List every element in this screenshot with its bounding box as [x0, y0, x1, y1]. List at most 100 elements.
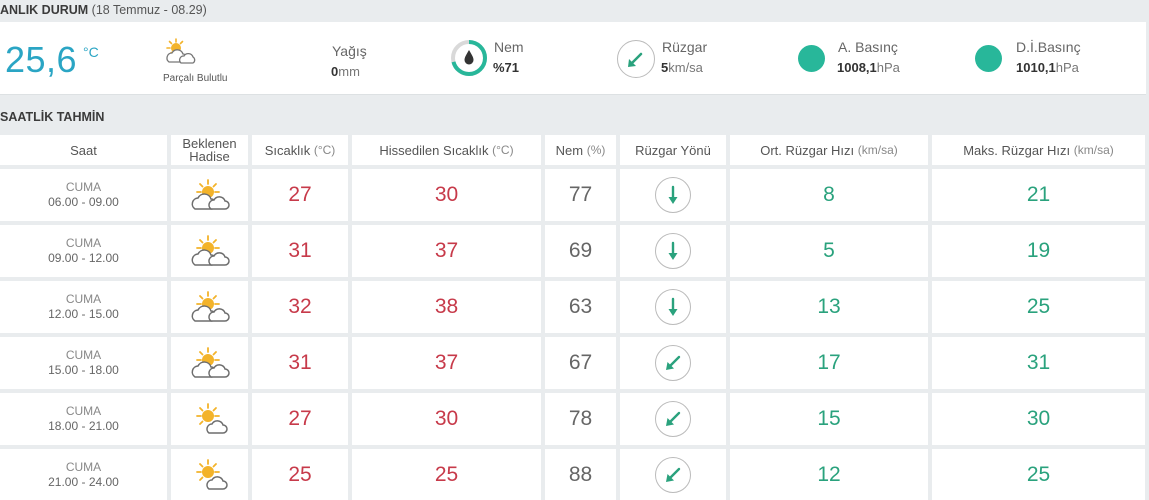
time-cell: CUMA 09.00 - 12.00	[0, 225, 167, 277]
feels-cell: 30	[352, 169, 541, 221]
wind-avg-cell: 15	[730, 393, 928, 445]
header-wind-avg: Ort. Rüzgar Hızı (km/sa)	[730, 135, 928, 165]
precipitation-unit: mm	[338, 64, 360, 79]
partly-cloudy-icon	[191, 179, 230, 210]
time-cell: CUMA 18.00 - 21.00	[0, 393, 167, 445]
row-feels-like: 37	[434, 239, 459, 262]
row-humidity: 88	[568, 463, 593, 486]
event-cell	[171, 393, 248, 445]
row-day: CUMA	[65, 348, 102, 362]
row-temperature: 25	[288, 463, 312, 486]
humidity-label: Nem	[494, 39, 524, 55]
humidity-cell: 77	[545, 169, 616, 221]
current-temperature: 25,6	[5, 39, 78, 80]
feels-cell: 38	[352, 281, 541, 333]
pressure-value: 1008,1hPa	[837, 60, 900, 75]
row-feels-like: 30	[434, 183, 459, 206]
event-cell	[171, 225, 248, 277]
feels-cell: 30	[352, 393, 541, 445]
header-wind-direction: Rüzgar Yönü	[620, 135, 726, 165]
pressure-unit: hPa	[876, 60, 900, 75]
wind-direction-cell	[620, 281, 726, 333]
temp-cell: 32	[252, 281, 348, 333]
row-temperature: 32	[288, 295, 312, 318]
wind-label: Rüzgar	[662, 39, 708, 55]
header-temp-label: Sıcaklık	[264, 142, 311, 158]
wind-max-cell: 19	[932, 225, 1145, 277]
row-wind-avg: 5	[823, 239, 835, 262]
wind-max-cell: 21	[932, 169, 1145, 221]
time-cell: CUMA 12.00 - 15.00	[0, 281, 167, 333]
humidity-ring-icon	[451, 40, 487, 76]
header-feels: Hissedilen Sıcaklık (°C)	[352, 135, 541, 165]
header-humidity-unit: (%)	[586, 142, 606, 157]
wind-avg-cell: 12	[730, 449, 928, 500]
arrow-down-left-icon	[655, 345, 691, 381]
row-temperature: 31	[288, 351, 312, 374]
header-humidity-label: Nem	[555, 142, 584, 158]
header-wind-max-unit: (km/sa)	[1073, 142, 1114, 157]
header-event-line2: Hadise	[189, 149, 230, 164]
row-time-range: 06.00 - 09.00	[48, 195, 119, 209]
wind-max-cell: 31	[932, 337, 1145, 389]
row-wind-max: 31	[1026, 351, 1051, 374]
humidity-cell: 88	[545, 449, 616, 500]
row-day: CUMA	[65, 180, 102, 194]
header-wind-max-label: Maks. Rüzgar Hızı	[963, 142, 1071, 158]
row-feels-like: 25	[434, 463, 459, 486]
sea-pressure-indicator-icon	[975, 45, 1002, 72]
wind-avg-cell: 13	[730, 281, 928, 333]
header-wind-avg-label: Ort. Rüzgar Hızı	[760, 142, 855, 158]
header-wind-direction-label: Rüzgar Yönü	[635, 142, 711, 158]
arrow-down-icon	[655, 177, 691, 213]
current-condition-text: Parçalı Bulutlu	[163, 73, 228, 84]
feels-cell: 37	[352, 337, 541, 389]
row-time-range: 12.00 - 15.00	[48, 307, 119, 321]
header-time: Saat	[0, 135, 167, 165]
pressure-indicator-icon	[798, 45, 825, 72]
time-cell: CUMA 15.00 - 18.00	[0, 337, 167, 389]
event-cell	[171, 169, 248, 221]
row-day: CUMA	[65, 404, 102, 418]
header-temp: Sıcaklık (°C)	[252, 135, 348, 165]
sea-pressure-value: 1010,1hPa	[1016, 60, 1079, 75]
wind-max-cell: 30	[932, 393, 1145, 445]
row-time-range: 09.00 - 12.00	[48, 251, 119, 265]
sea-pressure-unit: hPa	[1055, 60, 1079, 75]
header-wind-max: Maks. Rüzgar Hızı (km/sa)	[932, 135, 1145, 165]
time-cell: CUMA 06.00 - 09.00	[0, 169, 167, 221]
current-title-label: ANLIK DURUM	[0, 3, 89, 17]
header-event-line1: Beklenen	[182, 136, 237, 151]
humidity-amount: %71	[493, 60, 520, 75]
time-cell: CUMA 21.00 - 24.00	[0, 449, 167, 500]
wind-direction-cell	[620, 449, 726, 500]
humidity-cell: 69	[545, 225, 616, 277]
humidity-cell: 63	[545, 281, 616, 333]
precipitation-value: 0mm	[331, 64, 360, 79]
wind-avg-cell: 5	[730, 225, 928, 277]
header-time-label: Saat	[70, 142, 97, 158]
row-day: CUMA	[65, 292, 102, 306]
temp-cell: 25	[252, 449, 348, 500]
pressure-amount: 1008,1	[837, 60, 877, 75]
current-temperature-unit: °C	[83, 44, 99, 60]
row-wind-max: 21	[1026, 183, 1051, 206]
arrow-down-icon	[655, 289, 691, 325]
row-wind-avg: 15	[817, 407, 841, 430]
temp-cell: 27	[252, 169, 348, 221]
wind-max-cell: 25	[932, 449, 1145, 500]
row-temperature: 27	[288, 407, 312, 430]
hourly-forecast-title: SAATLİK TAHMİN	[0, 110, 105, 124]
partly-cloudy-icon	[191, 347, 230, 378]
pressure-label: A. Basınç	[838, 39, 898, 55]
wind-avg-cell: 8	[730, 169, 928, 221]
feels-cell: 25	[352, 449, 541, 500]
row-wind-max: 25	[1026, 295, 1051, 318]
event-cell	[171, 449, 248, 500]
temp-cell: 31	[252, 337, 348, 389]
header-feels-unit: (°C)	[492, 142, 514, 157]
wind-unit: km/sa	[668, 60, 703, 75]
temp-cell: 27	[252, 393, 348, 445]
partly-cloudy-icon	[191, 291, 230, 322]
row-time-range: 18.00 - 21.00	[48, 419, 119, 433]
